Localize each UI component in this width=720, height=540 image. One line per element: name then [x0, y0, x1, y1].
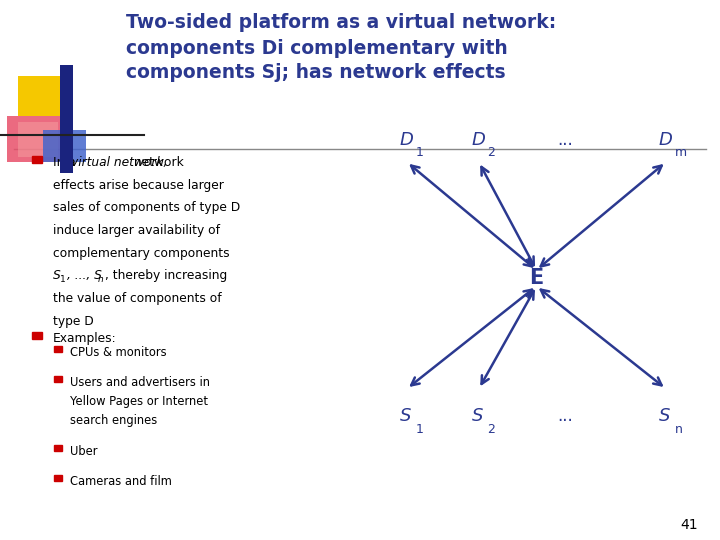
Text: S: S: [53, 269, 60, 282]
FancyBboxPatch shape: [7, 116, 61, 162]
Text: 1: 1: [415, 423, 423, 436]
Text: ...: ...: [557, 131, 573, 150]
Text: n: n: [98, 275, 104, 284]
Text: n: n: [675, 423, 683, 436]
Text: Yellow Pages or Internet: Yellow Pages or Internet: [70, 395, 208, 408]
Text: S: S: [659, 407, 670, 425]
Text: Two-sided platform as a virtual network:
components Di complementary with
compon: Two-sided platform as a virtual network:…: [126, 14, 557, 83]
Text: 2: 2: [487, 146, 495, 159]
Text: effects arise because larger: effects arise because larger: [53, 179, 223, 192]
Text: 41: 41: [681, 518, 698, 532]
Bar: [54, 376, 62, 382]
Text: S: S: [400, 407, 411, 425]
Text: D: D: [472, 131, 485, 150]
Text: , thereby increasing: , thereby increasing: [105, 269, 228, 282]
Text: sales of components of type D: sales of components of type D: [53, 201, 240, 214]
Text: virtual network,: virtual network,: [71, 156, 168, 169]
Text: network: network: [130, 156, 184, 169]
Text: induce larger availability of: induce larger availability of: [53, 224, 220, 237]
Text: type D: type D: [53, 315, 94, 328]
Text: Uber: Uber: [70, 445, 97, 458]
Text: S: S: [472, 407, 483, 425]
Text: Users and advertisers in: Users and advertisers in: [70, 376, 210, 389]
Text: the value of components of: the value of components of: [53, 292, 221, 305]
Text: 1: 1: [60, 275, 66, 284]
Text: search engines: search engines: [70, 414, 157, 427]
Text: CPUs & monitors: CPUs & monitors: [70, 346, 166, 359]
Text: m: m: [675, 146, 687, 159]
Text: E: E: [529, 268, 544, 288]
Text: D: D: [400, 131, 413, 150]
Bar: [54, 346, 62, 352]
Text: 1: 1: [415, 146, 423, 159]
Bar: [32, 332, 42, 339]
FancyBboxPatch shape: [18, 122, 58, 157]
Bar: [54, 445, 62, 451]
Bar: [32, 156, 42, 163]
Text: Cameras and film: Cameras and film: [70, 475, 171, 488]
FancyBboxPatch shape: [60, 65, 73, 173]
Text: , ..., S: , ..., S: [67, 269, 102, 282]
FancyBboxPatch shape: [43, 130, 86, 162]
Text: ...: ...: [557, 407, 573, 425]
Text: complementary components: complementary components: [53, 247, 229, 260]
Text: In a: In a: [53, 156, 79, 169]
Text: 2: 2: [487, 423, 495, 436]
Text: Examples:: Examples:: [53, 332, 116, 345]
Text: D: D: [659, 131, 672, 150]
Bar: [54, 475, 62, 481]
FancyBboxPatch shape: [18, 76, 72, 116]
